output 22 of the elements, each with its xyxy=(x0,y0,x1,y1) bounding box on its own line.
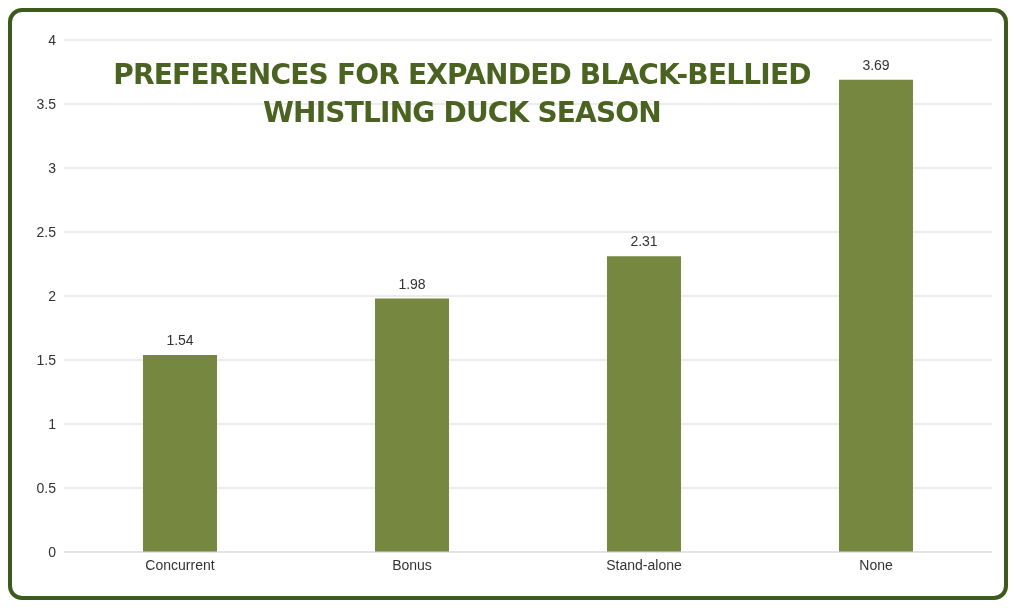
data-label: 1.54 xyxy=(166,331,194,348)
y-tick-label: 0 xyxy=(48,543,57,560)
bar xyxy=(839,79,913,552)
y-tick-label: 4 xyxy=(48,31,57,48)
bar xyxy=(375,298,449,552)
y-tick-label: 3.5 xyxy=(36,95,57,112)
data-label: 3.69 xyxy=(862,56,890,73)
x-tick-label: Concurrent xyxy=(145,556,215,573)
y-tick-label: 1 xyxy=(48,415,57,432)
text: PREFERENCES FOR EXPANDED BLACK-BELLIED WHISTLING DUCK SEASON xyxy=(112,57,812,131)
bar xyxy=(607,256,681,552)
y-tick-label: 3 xyxy=(48,159,57,176)
data-label: 1.98 xyxy=(398,275,426,292)
y-tick-label: 1.5 xyxy=(36,351,57,368)
y-tick-label: 0.5 xyxy=(36,479,57,496)
x-tick-label: Bonus xyxy=(392,556,432,573)
y-tick-label: 2 xyxy=(48,287,57,304)
y-tick-label: 2.5 xyxy=(36,223,57,240)
bar xyxy=(143,354,217,552)
x-tick-label: None xyxy=(859,556,893,573)
x-tick-label: Stand-alone xyxy=(606,556,682,573)
data-label: 2.31 xyxy=(630,233,658,250)
